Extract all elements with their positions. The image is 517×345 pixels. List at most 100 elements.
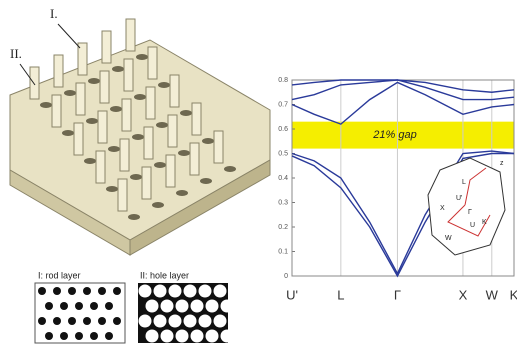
rod-dot bbox=[68, 287, 76, 295]
rod-dot bbox=[83, 287, 91, 295]
rod-dot bbox=[60, 332, 68, 340]
y-tick-label: 0 bbox=[284, 273, 288, 280]
hole bbox=[154, 162, 166, 168]
hole-circle bbox=[191, 300, 204, 313]
hole bbox=[128, 214, 140, 220]
rod-dot bbox=[113, 317, 121, 325]
crystal-structure bbox=[10, 19, 270, 255]
hole-circle bbox=[199, 315, 212, 328]
pillar bbox=[100, 71, 109, 103]
panel-title: II: hole layer bbox=[140, 270, 189, 280]
rod-dot bbox=[68, 317, 76, 325]
hole bbox=[40, 102, 52, 108]
x-tick-label: W bbox=[486, 287, 499, 302]
pillar bbox=[126, 19, 135, 51]
rod-dot bbox=[105, 302, 113, 310]
pillar bbox=[102, 31, 111, 63]
pillar bbox=[146, 87, 155, 119]
inset-label: W bbox=[445, 235, 452, 242]
inset-label: z bbox=[500, 160, 504, 167]
hole-circle bbox=[161, 300, 174, 313]
rod-dot bbox=[38, 287, 46, 295]
hole-circle bbox=[184, 315, 197, 328]
rod-dot bbox=[105, 332, 113, 340]
pillar bbox=[168, 115, 177, 147]
pillar bbox=[52, 95, 61, 127]
hole bbox=[64, 90, 76, 96]
hole-circle bbox=[206, 300, 219, 313]
x-tick-label: L bbox=[337, 287, 344, 302]
hole bbox=[152, 202, 164, 208]
inset-label: U bbox=[470, 222, 475, 229]
y-tick-label: 0.6 bbox=[278, 126, 288, 133]
hole-circle bbox=[221, 330, 234, 343]
hole-circle bbox=[214, 285, 227, 298]
hole-circle bbox=[161, 330, 174, 343]
hole bbox=[180, 110, 192, 116]
hole-label: II. bbox=[10, 46, 22, 61]
y-tick-label: 0.2 bbox=[278, 224, 288, 231]
hole-circle bbox=[221, 300, 234, 313]
hole-circle bbox=[169, 315, 182, 328]
hole-circle bbox=[146, 330, 159, 343]
x-tick-label: X bbox=[459, 287, 468, 302]
pillar bbox=[190, 143, 199, 175]
pillar bbox=[54, 55, 63, 87]
panel-title: I: rod layer bbox=[38, 270, 81, 280]
y-tick-label: 0.1 bbox=[278, 248, 288, 255]
hole-circle bbox=[214, 315, 227, 328]
slab bbox=[10, 40, 270, 240]
hole-circle bbox=[191, 330, 204, 343]
inset-label: L bbox=[462, 179, 466, 186]
hole bbox=[156, 122, 168, 128]
pillar bbox=[148, 47, 157, 79]
pillar bbox=[124, 59, 133, 91]
page: {"structure": {"label_rod": "I.", "label… bbox=[0, 0, 517, 345]
y-tick-label: 0.8 bbox=[278, 77, 288, 84]
rod-dot bbox=[60, 302, 68, 310]
inset-label: K bbox=[482, 219, 487, 226]
hole bbox=[136, 54, 148, 60]
pillar bbox=[98, 111, 107, 143]
rod-dot bbox=[98, 317, 106, 325]
x-tick-label: K bbox=[510, 287, 517, 302]
hole-circle bbox=[176, 300, 189, 313]
y-tick-label: 0.4 bbox=[278, 175, 288, 182]
pillar bbox=[122, 99, 131, 131]
rod-dot bbox=[75, 302, 83, 310]
rod-dot bbox=[45, 302, 53, 310]
pillar bbox=[142, 167, 151, 199]
hole-circle bbox=[206, 330, 219, 343]
rod-dot bbox=[90, 332, 98, 340]
figure: I. II. I: rod layer II: hole layer 21% g… bbox=[0, 0, 517, 345]
pillar bbox=[166, 155, 175, 187]
hole bbox=[132, 134, 144, 140]
pillar bbox=[76, 83, 85, 115]
x-tick-label: U' bbox=[286, 287, 298, 302]
hole bbox=[84, 158, 96, 164]
band-diagram: 21% gap00.10.20.30.40.50.60.70.8U'LΓXWKz… bbox=[278, 77, 517, 303]
hole-circle bbox=[199, 285, 212, 298]
rod-dot bbox=[53, 287, 61, 295]
hole bbox=[62, 130, 74, 136]
rod-dot bbox=[75, 332, 83, 340]
pillar bbox=[30, 67, 39, 99]
pillar bbox=[214, 131, 223, 163]
band-line bbox=[292, 82, 514, 124]
hole bbox=[130, 174, 142, 180]
rod-dot bbox=[113, 287, 121, 295]
hole bbox=[86, 118, 98, 124]
hole bbox=[200, 178, 212, 184]
pillar bbox=[192, 103, 201, 135]
hole-circle bbox=[146, 300, 159, 313]
rod-dot bbox=[98, 287, 106, 295]
inset-label: X bbox=[440, 205, 445, 212]
hole-circle bbox=[139, 285, 152, 298]
hole bbox=[106, 186, 118, 192]
hole-circle bbox=[154, 285, 167, 298]
pillar bbox=[118, 179, 127, 211]
band-line bbox=[292, 80, 514, 100]
hole-circle bbox=[154, 315, 167, 328]
rod-dot bbox=[90, 302, 98, 310]
hole-circle bbox=[184, 285, 197, 298]
